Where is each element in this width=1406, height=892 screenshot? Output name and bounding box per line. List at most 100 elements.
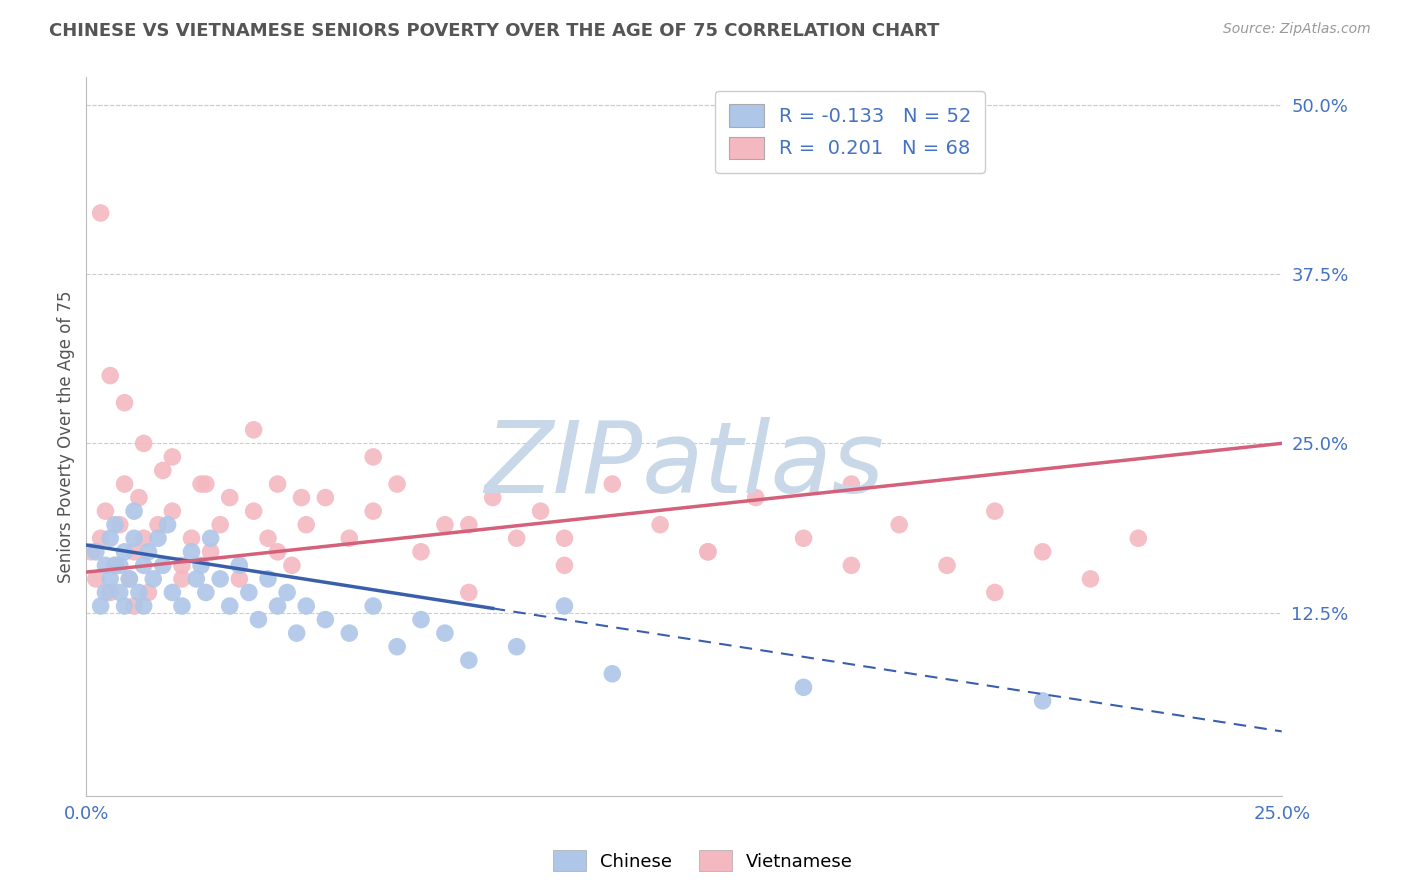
Point	[889, 517, 911, 532]
Point	[138, 585, 160, 599]
Point	[180, 531, 202, 545]
Point	[257, 531, 280, 545]
Point	[108, 517, 131, 532]
Point	[385, 640, 408, 654]
Point	[457, 517, 479, 532]
Point	[132, 599, 155, 613]
Point	[433, 626, 456, 640]
Point	[281, 558, 304, 573]
Text: ZIPatlas: ZIPatlas	[484, 417, 884, 514]
Point	[553, 558, 575, 573]
Point	[285, 626, 308, 640]
Point	[162, 585, 184, 599]
Point	[94, 558, 117, 573]
Point	[114, 477, 136, 491]
Point	[290, 491, 312, 505]
Point	[841, 558, 863, 573]
Point	[457, 653, 479, 667]
Point	[194, 585, 217, 599]
Point	[146, 517, 169, 532]
Point	[80, 545, 103, 559]
Point	[186, 572, 208, 586]
Point	[505, 531, 527, 545]
Point	[793, 531, 815, 545]
Point	[793, 681, 815, 695]
Point	[481, 491, 503, 505]
Point	[218, 599, 240, 613]
Point	[242, 423, 264, 437]
Point	[696, 545, 718, 559]
Point	[94, 504, 117, 518]
Point	[114, 545, 136, 559]
Point	[122, 531, 145, 545]
Point	[745, 491, 768, 505]
Point	[118, 572, 141, 586]
Point	[122, 504, 145, 518]
Point	[84, 572, 107, 586]
Point	[156, 517, 179, 532]
Point	[984, 504, 1007, 518]
Legend: R = -0.133   N = 52, R =  0.201   N = 68: R = -0.133 N = 52, R = 0.201 N = 68	[714, 91, 986, 173]
Point	[200, 531, 222, 545]
Point	[84, 545, 107, 559]
Point	[170, 572, 193, 586]
Point	[1032, 545, 1054, 559]
Point	[146, 531, 169, 545]
Point	[242, 504, 264, 518]
Point	[104, 558, 127, 573]
Point	[295, 599, 318, 613]
Point	[170, 558, 193, 573]
Point	[152, 558, 174, 573]
Point	[170, 599, 193, 613]
Point	[98, 531, 121, 545]
Point	[118, 572, 141, 586]
Point	[600, 477, 623, 491]
Point	[276, 585, 298, 599]
Point	[600, 666, 623, 681]
Point	[266, 599, 288, 613]
Point	[128, 585, 150, 599]
Point	[409, 613, 432, 627]
Point	[385, 477, 408, 491]
Point	[122, 599, 145, 613]
Point	[553, 599, 575, 613]
Point	[108, 558, 131, 573]
Point	[122, 545, 145, 559]
Point	[180, 545, 202, 559]
Point	[108, 585, 131, 599]
Point	[228, 572, 250, 586]
Point	[936, 558, 959, 573]
Point	[648, 517, 671, 532]
Point	[98, 572, 121, 586]
Point	[138, 545, 160, 559]
Point	[218, 491, 240, 505]
Point	[209, 517, 232, 532]
Point	[841, 477, 863, 491]
Point	[228, 558, 250, 573]
Point	[314, 613, 336, 627]
Point	[162, 450, 184, 464]
Point	[529, 504, 551, 518]
Point	[295, 517, 318, 532]
Point	[238, 585, 260, 599]
Point	[696, 545, 718, 559]
Point	[457, 585, 479, 599]
Point	[94, 585, 117, 599]
Point	[337, 531, 360, 545]
Legend: Chinese, Vietnamese: Chinese, Vietnamese	[546, 843, 860, 879]
Point	[314, 491, 336, 505]
Point	[132, 531, 155, 545]
Point	[337, 626, 360, 640]
Point	[190, 477, 212, 491]
Point	[266, 477, 288, 491]
Point	[553, 531, 575, 545]
Point	[1032, 694, 1054, 708]
Point	[128, 491, 150, 505]
Point	[114, 599, 136, 613]
Point	[361, 504, 384, 518]
Y-axis label: Seniors Poverty Over the Age of 75: Seniors Poverty Over the Age of 75	[58, 291, 75, 582]
Point	[361, 450, 384, 464]
Point	[90, 599, 112, 613]
Point	[247, 613, 270, 627]
Point	[190, 558, 212, 573]
